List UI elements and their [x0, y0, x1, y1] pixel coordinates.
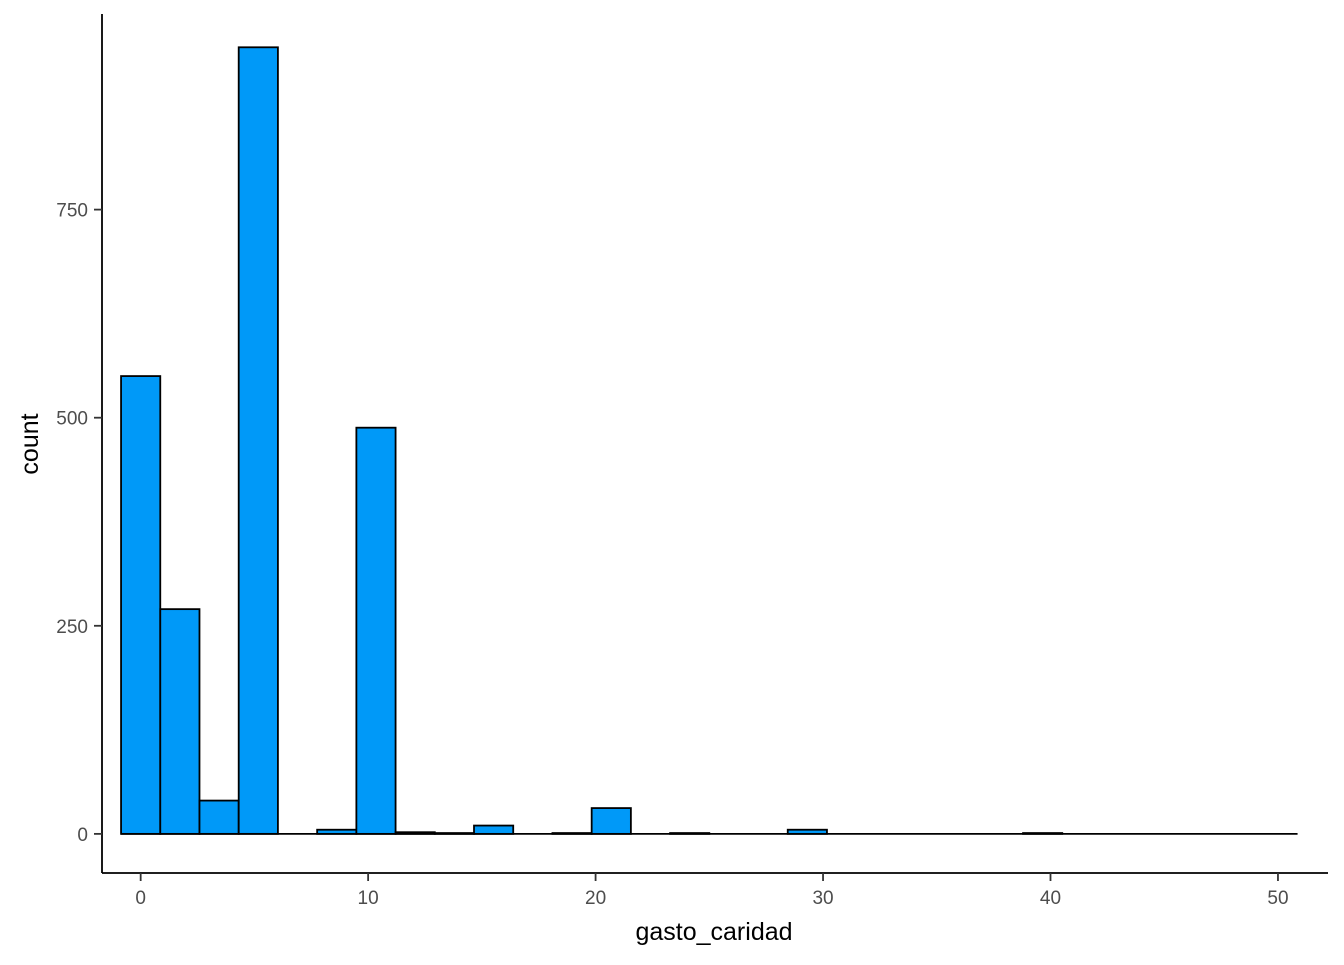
histogram-bar [355, 426, 397, 835]
histogram-bar [237, 46, 279, 835]
histogram-bar [159, 608, 201, 835]
histogram-bar [198, 799, 240, 835]
x-tick-label: 30 [812, 888, 833, 909]
y-axis-title: count [16, 413, 44, 474]
x-tick-label: 0 [135, 888, 146, 909]
y-tick-label: 250 [56, 617, 88, 638]
histogram-bar [473, 824, 515, 835]
bars-layer [120, 46, 1064, 835]
x-tick-label: 20 [585, 888, 606, 909]
y-tick-label: 500 [56, 409, 88, 430]
x-tick-label: 40 [1040, 888, 1061, 909]
y-tick-label: 750 [56, 201, 88, 222]
x-axis-title: gasto_caridad [635, 918, 792, 946]
histogram-bar [590, 807, 632, 835]
x-tick-label: 50 [1267, 888, 1288, 909]
y-tick-label: 0 [77, 825, 88, 846]
histogram-bar [120, 375, 162, 835]
x-tick-label: 10 [358, 888, 379, 909]
